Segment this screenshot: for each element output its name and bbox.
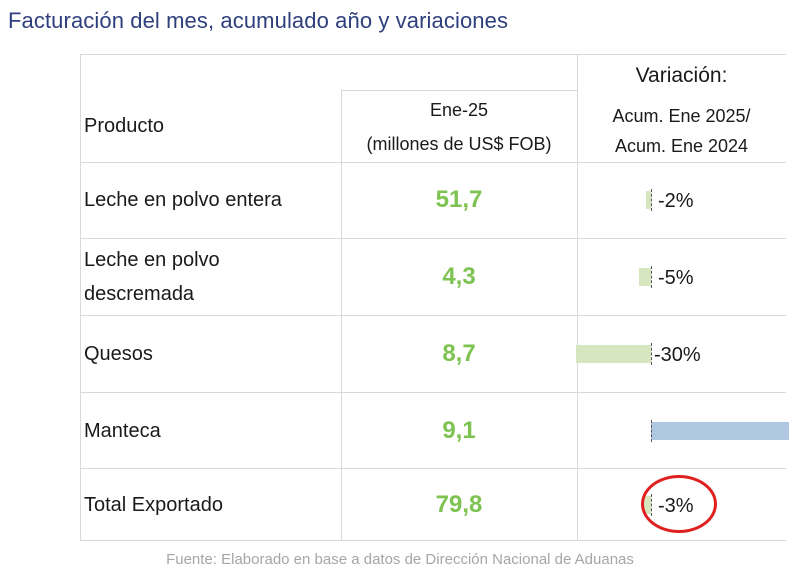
zero-axis-tick bbox=[651, 343, 652, 365]
product-label: Quesos bbox=[84, 343, 153, 365]
value-cell: 79,8 bbox=[435, 491, 483, 518]
row-divider bbox=[80, 468, 786, 469]
table-border-top bbox=[80, 54, 786, 55]
data-table: Variación: Producto Ene-25 (millones de … bbox=[80, 54, 789, 541]
product-label: Leche en polvo entera bbox=[84, 189, 282, 211]
variation-label: -5% bbox=[658, 267, 694, 289]
header-acum-line2: Acum. Ene 2024 bbox=[614, 136, 749, 156]
variation-label: -2% bbox=[658, 190, 694, 212]
column-divider bbox=[577, 54, 578, 541]
row-divider bbox=[80, 238, 786, 239]
source-note: Fuente: Elaborado en base a datos de Dir… bbox=[166, 551, 634, 568]
highlight-circle bbox=[641, 475, 717, 533]
row-divider bbox=[80, 392, 786, 393]
zero-axis-tick bbox=[651, 266, 652, 288]
zero-axis-tick bbox=[651, 420, 652, 442]
value-cell: 8,7 bbox=[442, 340, 476, 367]
product-label: Leche en polvo bbox=[84, 249, 220, 271]
header-divider bbox=[341, 90, 577, 91]
variation-bar bbox=[638, 268, 651, 286]
variation-bars bbox=[80, 54, 789, 541]
header-variacion: Variación: bbox=[635, 64, 728, 87]
header-units: (millones de US$ FOB) bbox=[366, 134, 552, 154]
header-ene25: Ene-25 bbox=[429, 100, 489, 120]
table-border-bottom bbox=[80, 540, 786, 541]
product-label: Total Exportado bbox=[84, 494, 223, 516]
zero-axis-tick bbox=[651, 189, 652, 211]
header-acum-line1: Acum. Ene 2025/ bbox=[612, 106, 751, 126]
page-title: Facturación del mes, acumulado año y var… bbox=[8, 8, 509, 33]
value-cell: 4,3 bbox=[442, 263, 476, 290]
variation-bar bbox=[576, 345, 651, 363]
value-cell: 51,7 bbox=[435, 186, 483, 213]
row-divider bbox=[80, 315, 786, 316]
column-divider bbox=[341, 90, 342, 541]
variation-label: -30% bbox=[654, 344, 701, 366]
header-producto: Producto bbox=[84, 115, 165, 137]
variation-bar bbox=[651, 422, 789, 440]
value-cell: 9,1 bbox=[442, 417, 476, 444]
product-label-continued: descremada bbox=[84, 283, 195, 305]
variation-bar bbox=[646, 191, 651, 209]
product-label: Manteca bbox=[84, 420, 161, 442]
table-border-left bbox=[80, 54, 81, 541]
row-divider bbox=[80, 162, 786, 163]
